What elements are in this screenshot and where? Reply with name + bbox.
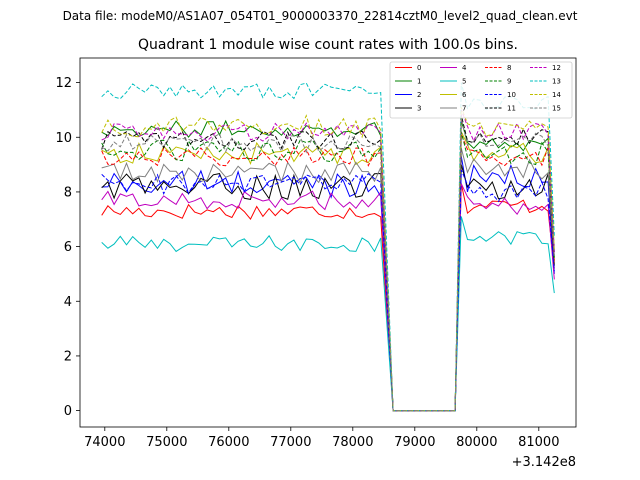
x-tick-label-79000: 79000 <box>394 435 435 450</box>
plot-area: 74000 75000 76000 77000 78000 79000 80000 81000… <box>55 57 577 470</box>
y-tick-label-4: 4 <box>64 295 72 310</box>
legend-label-13: 13 <box>552 78 561 86</box>
series-line-8 <box>101 134 555 412</box>
x-tick-label-78000: 78000 <box>332 435 373 450</box>
y-tick-label-2: 2 <box>64 349 72 364</box>
legend-label-15: 15 <box>552 105 561 113</box>
y-tick-label-12: 12 <box>55 76 72 91</box>
x-tick-label-76000: 76000 <box>208 435 249 450</box>
series-line-3 <box>101 164 555 412</box>
series-line-13 <box>101 82 555 412</box>
chart-title: Quadrant 1 module wise count rates with … <box>138 37 518 53</box>
series-line-12 <box>101 109 555 412</box>
legend-label-12: 12 <box>552 64 561 72</box>
series-line-5 <box>101 216 555 412</box>
x-tick-label-80000: 80000 <box>456 435 497 450</box>
series-line-4 <box>101 183 555 412</box>
legend-label-2: 2 <box>417 91 421 99</box>
series-line-7 <box>101 148 555 412</box>
series-line-15 <box>101 117 555 412</box>
series-layer <box>101 82 555 412</box>
series-line-14 <box>101 107 555 412</box>
y-tick-label-10: 10 <box>55 131 72 146</box>
y-tick-label-8: 8 <box>64 185 72 200</box>
legend-label-14: 14 <box>552 91 561 99</box>
y-tick-label-0: 0 <box>64 404 72 419</box>
legend-label-6: 6 <box>462 91 467 99</box>
suptitle: Data file: modeM0/AS1A07_054T01_90000033… <box>63 9 578 23</box>
series-line-11 <box>101 115 555 412</box>
legend-label-8: 8 <box>507 64 511 72</box>
series-line-0 <box>101 183 555 412</box>
x-tick-label-74000: 74000 <box>84 435 125 450</box>
legend-label-1: 1 <box>417 78 421 86</box>
x-axis: 74000 75000 76000 77000 78000 79000 80000 81000 <box>84 427 559 450</box>
legend-label-7: 7 <box>462 105 466 113</box>
axes-background <box>80 58 576 427</box>
legend-frame <box>389 61 573 119</box>
x-offset-label: +3.142e8 <box>512 455 576 470</box>
y-axis: 0 2 4 6 8 10 12 <box>55 76 80 419</box>
legend-label-3: 3 <box>417 105 421 113</box>
x-tick-label-77000: 77000 <box>270 435 311 450</box>
legend-label-9: 9 <box>507 78 511 86</box>
y-tick-label-6: 6 <box>64 240 72 255</box>
series-line-6 <box>101 131 555 412</box>
axes-frame <box>79 57 577 428</box>
x-tick-label-81000: 81000 <box>518 435 559 450</box>
legend-label-4: 4 <box>462 64 467 72</box>
series-line-1 <box>101 119 555 412</box>
series-line-9 <box>101 131 555 412</box>
x-tick-label-75000: 75000 <box>146 435 187 450</box>
legend-label-11: 11 <box>507 105 516 113</box>
legend-label-0: 0 <box>417 64 421 72</box>
legend-label-5: 5 <box>462 78 466 86</box>
series-line-10 <box>101 169 555 412</box>
legend-label-10: 10 <box>507 91 516 99</box>
